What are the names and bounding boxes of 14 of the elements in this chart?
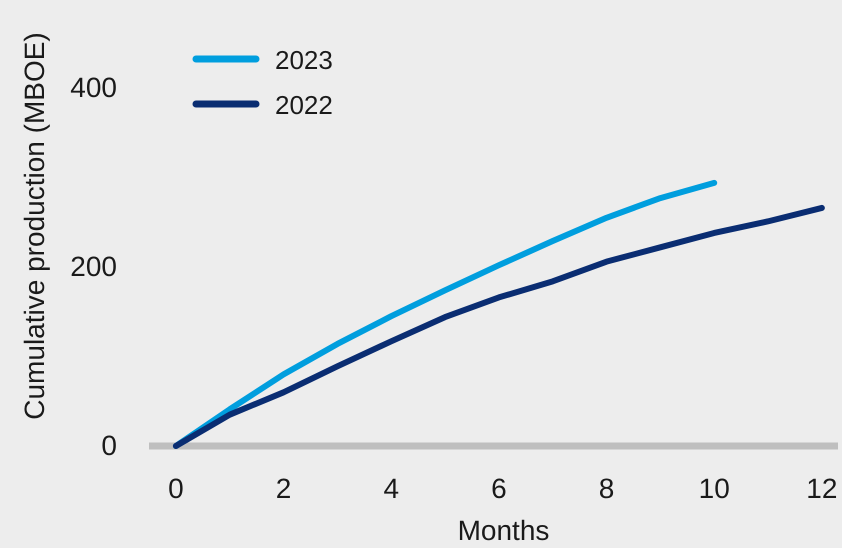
x-axis-title: Months: [458, 515, 550, 546]
x-tick-label: 6: [491, 472, 507, 504]
legend-label: 2023: [275, 45, 333, 75]
x-tick-label: 4: [383, 472, 400, 504]
y-tick-label: 0: [101, 430, 117, 461]
x-tick-label: 2: [276, 472, 292, 504]
y-axis-title: Cumulative production (MBOE): [19, 32, 50, 420]
x-tick-label: 12: [806, 472, 838, 504]
legend-label: 2022: [275, 90, 333, 120]
y-tick-label: 200: [70, 250, 117, 282]
x-tick-label: 10: [698, 472, 730, 504]
y-tick-label: 400: [70, 72, 117, 103]
x-tick-label: 0: [168, 472, 184, 504]
x-tick-label: 8: [598, 472, 614, 504]
